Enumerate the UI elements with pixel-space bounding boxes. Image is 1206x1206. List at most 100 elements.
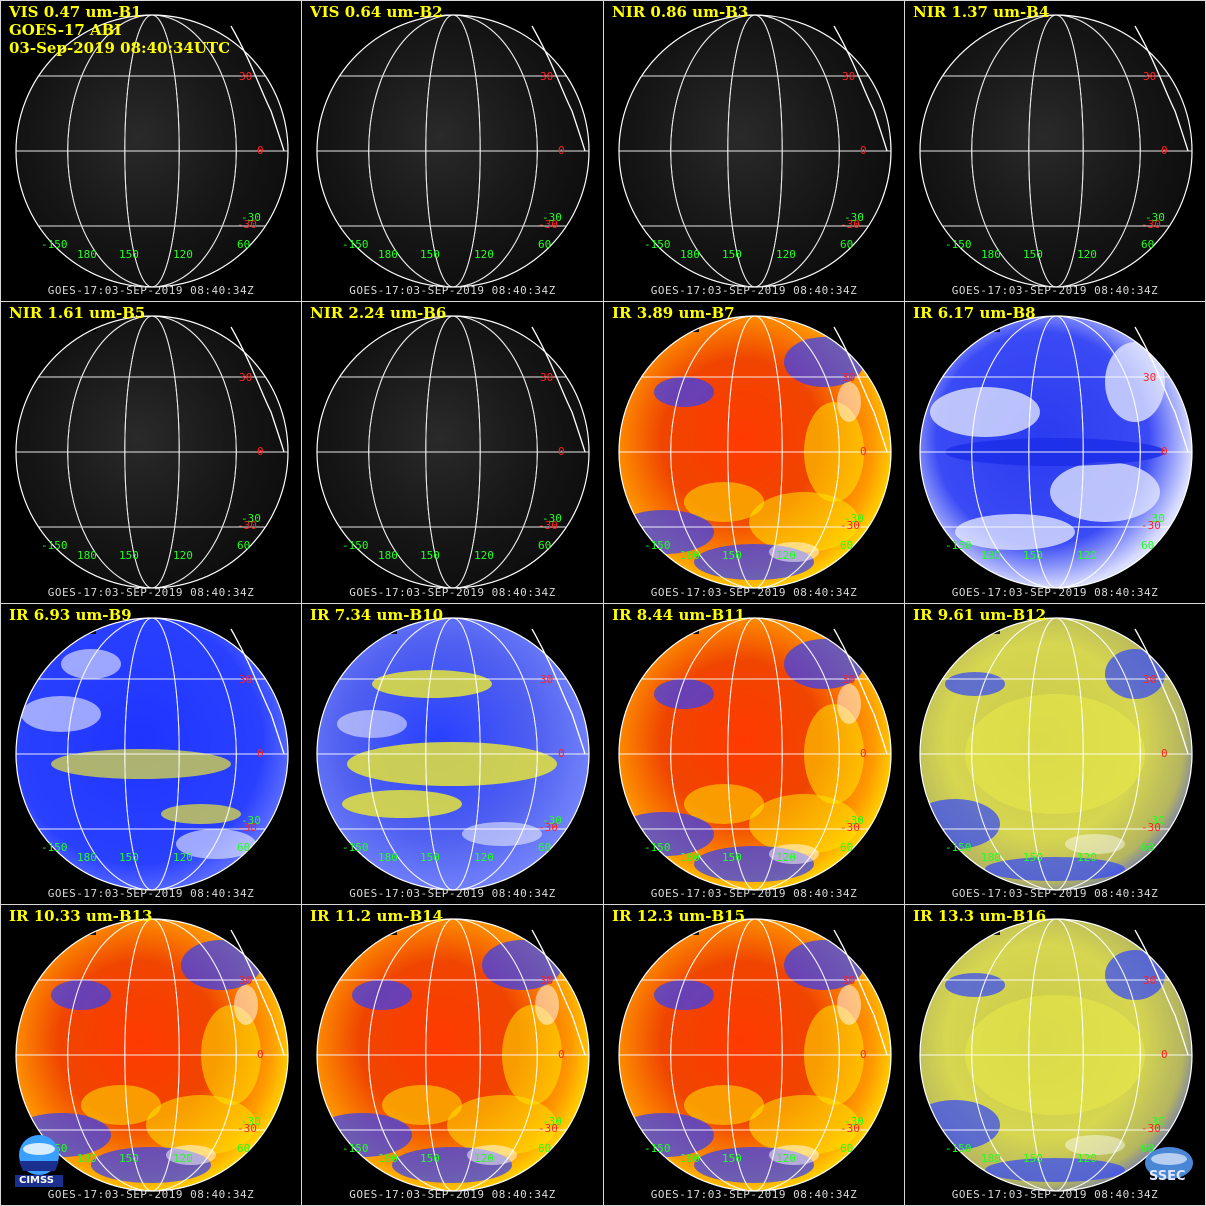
- lon-label: -150: [41, 841, 68, 854]
- lat-label: -30: [542, 814, 562, 827]
- lon-label: -150: [644, 238, 671, 251]
- lat-label: -30: [542, 512, 562, 525]
- lat-lon-grid: [920, 15, 1192, 287]
- band-title: IR 10.33 um-B13: [9, 907, 153, 925]
- lat-label: -30: [542, 1115, 562, 1128]
- coastline: [230, 25, 285, 152]
- lat-label: -30: [1145, 512, 1165, 525]
- band-title: VIS 0.64 um-B2: [310, 3, 443, 21]
- band-panel: 30 0 -30 -30 -150 180 150 120 60 IR 9.61 um-B12 GO…: [904, 603, 1206, 905]
- earth-limb: [618, 617, 892, 891]
- earth-limb: [919, 617, 1193, 891]
- ssec-logo: SSEC: [1141, 1145, 1197, 1189]
- lon-label: -150: [342, 1142, 369, 1155]
- band-title: IR 11.2 um-B14: [310, 907, 444, 925]
- satellite-disk-image: 30 0 -30-30 -150 180 150 120 60: [15, 14, 289, 288]
- cimss-logo-text: CIMSS: [19, 1175, 54, 1186]
- lon-label: 180: [378, 1152, 398, 1165]
- lon-label: -150: [945, 539, 972, 552]
- band-panel: 30 0 -30 -30 -150 180 150 120 60 NIR 2.24 um-B6 GO…: [301, 301, 604, 604]
- lon-label: 180: [981, 1152, 1001, 1165]
- band-panel: 30 0 -30 -30 -150 180 150 120 60 IR 6.93 um-B9 GOE…: [0, 603, 302, 905]
- lat-label: -30: [1141, 519, 1161, 532]
- lat-lon-grid: [16, 919, 288, 1191]
- coastline: [531, 929, 586, 1056]
- lat-label: 0: [257, 445, 264, 458]
- lat-label: -30: [542, 211, 562, 224]
- lat-label: 30: [1143, 70, 1156, 83]
- lat-label: -30: [241, 211, 261, 224]
- lat-label: -30: [1145, 1115, 1165, 1128]
- lat-label: -30: [538, 519, 558, 532]
- lon-label: 60: [237, 238, 250, 251]
- coastline: [1134, 628, 1189, 755]
- lat-label: 0: [257, 144, 264, 157]
- image-timestamp: GOES-17:03-SEP-2019 08:40:34Z: [650, 1188, 858, 1201]
- lat-lon-grid: [317, 15, 589, 287]
- lon-label: -150: [342, 539, 369, 552]
- lon-label: -150: [644, 539, 671, 552]
- ssec-logo-text: SSEC: [1149, 1169, 1186, 1184]
- lon-label: -150: [644, 1142, 671, 1155]
- band-title: IR 6.93 um-B9: [9, 606, 132, 624]
- earth-limb: [316, 315, 590, 589]
- coastline: [833, 929, 888, 1056]
- lat-label: 0: [558, 1048, 565, 1061]
- band-panel: 30 0 -30 -30 -150 180 150 120 60 IR 6.17 um-B8 GOE…: [904, 301, 1206, 604]
- lat-label: -30: [1145, 814, 1165, 827]
- lat-label: 0: [1161, 445, 1168, 458]
- band-title: IR 9.61 um-B12: [913, 606, 1047, 624]
- lon-label: 150: [722, 248, 742, 261]
- lat-label: 0: [257, 747, 264, 760]
- lat-label: -30: [840, 821, 860, 834]
- coastline: [1134, 25, 1189, 152]
- lat-label: -30: [538, 1122, 558, 1135]
- lon-label: 150: [1023, 549, 1043, 562]
- lat-label: -30: [840, 218, 860, 231]
- coastline: [833, 628, 888, 755]
- lat-label: 0: [1161, 747, 1168, 760]
- lat-label: 0: [257, 1048, 264, 1061]
- lon-label: 120: [173, 248, 193, 261]
- image-timestamp: GOES-17:03-SEP-2019 08:40:34Z: [951, 586, 1159, 599]
- lat-label: -30: [840, 519, 860, 532]
- lat-label: 30: [842, 974, 855, 987]
- lon-label: -150: [41, 238, 68, 251]
- lon-label: 60: [840, 841, 853, 854]
- lon-label: 120: [1077, 248, 1097, 261]
- coastline: [1134, 929, 1189, 1056]
- lat-label: 30: [239, 70, 252, 83]
- lat-lon-grid: [16, 15, 288, 287]
- lon-label: -150: [945, 238, 972, 251]
- lat-lon-grid: [619, 919, 891, 1191]
- lon-label: 180: [680, 1152, 700, 1165]
- lat-label: 0: [1161, 1048, 1168, 1061]
- lon-label: 60: [237, 539, 250, 552]
- coastline: [230, 628, 285, 755]
- earth-limb: [919, 14, 1193, 288]
- satellite-disk-image: 30 0 -30-30 -150 180 150 120 60: [618, 918, 892, 1192]
- lat-label: -30: [840, 1122, 860, 1135]
- image-timestamp: GOES-17:03-SEP-2019 08:40:34Z: [349, 1188, 556, 1201]
- lon-label: 180: [77, 1152, 97, 1165]
- lat-label: 30: [540, 673, 553, 686]
- earth-limb: [618, 14, 892, 288]
- lat-label: -30: [844, 211, 864, 224]
- band-panel: 30 0 -30 -30 -150 180 150 120 60 VIS 0.64 um-B2 GO…: [301, 0, 604, 302]
- lat-label: 30: [1143, 371, 1156, 384]
- lon-label: 120: [474, 851, 494, 864]
- lat-label: -30: [844, 814, 864, 827]
- lat-label: 30: [1143, 673, 1156, 686]
- lon-label: 180: [680, 549, 700, 562]
- lon-label: 180: [378, 851, 398, 864]
- lon-label: 120: [1077, 549, 1097, 562]
- lat-label: 30: [239, 673, 252, 686]
- satellite-disk-image: 30 0 -30-30 -150 180 150 120 60: [15, 315, 289, 589]
- band-panel: 30 0 -30 -30 -150 180 150 120 60 IR 13.3 um-B16 GO…: [904, 904, 1206, 1206]
- lon-label: 180: [378, 248, 398, 261]
- lon-label: 60: [1141, 238, 1154, 251]
- band-title: IR 8.44 um-B11: [612, 606, 746, 624]
- satellite-disk-image: 30 0 -30-30 -150 180 150 120 60: [919, 14, 1193, 288]
- earth-limb: [618, 315, 892, 589]
